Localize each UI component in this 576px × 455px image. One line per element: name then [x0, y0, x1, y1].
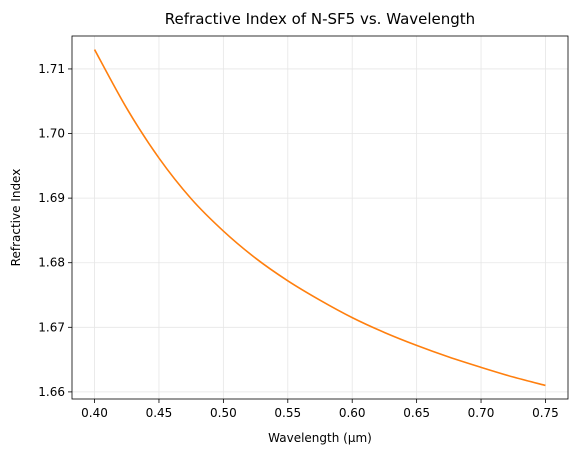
y-tick-label: 1.67: [38, 320, 65, 334]
plot-frame: [71, 35, 569, 400]
y-grid: [72, 68, 568, 393]
x-tick-label: 0.45: [146, 406, 173, 420]
y-tick-label: 1.69: [38, 191, 65, 205]
y-tick-label: 1.68: [38, 256, 65, 270]
x-axis-label: Wavelength (µm): [268, 431, 372, 445]
chart-title: Refractive Index of N-SF5 vs. Wavelength: [165, 10, 475, 28]
y-tick-label: 1.66: [38, 385, 65, 399]
x-tick-label: 0.70: [468, 406, 495, 420]
x-tick-label: 0.55: [274, 406, 301, 420]
x-tick-label: 0.75: [532, 406, 559, 420]
x-axis: 0.40 0.45 0.50 0.55 0.60 0.65 0.70 0.75: [81, 399, 559, 420]
x-tick-label: 0.50: [210, 406, 237, 420]
x-grid: [94, 36, 546, 399]
series-line: [93, 49, 546, 387]
y-tick-label: 1.70: [38, 127, 65, 141]
x-tick-label: 0.60: [339, 406, 366, 420]
y-axis: 1.66 1.67 1.68 1.69 1.70 1.71: [38, 62, 72, 399]
y-axis-label: Refractive Index: [9, 169, 23, 267]
x-tick-label: 0.65: [403, 406, 430, 420]
y-tick-label: 1.71: [38, 62, 65, 76]
x-tick-label: 0.40: [81, 406, 108, 420]
